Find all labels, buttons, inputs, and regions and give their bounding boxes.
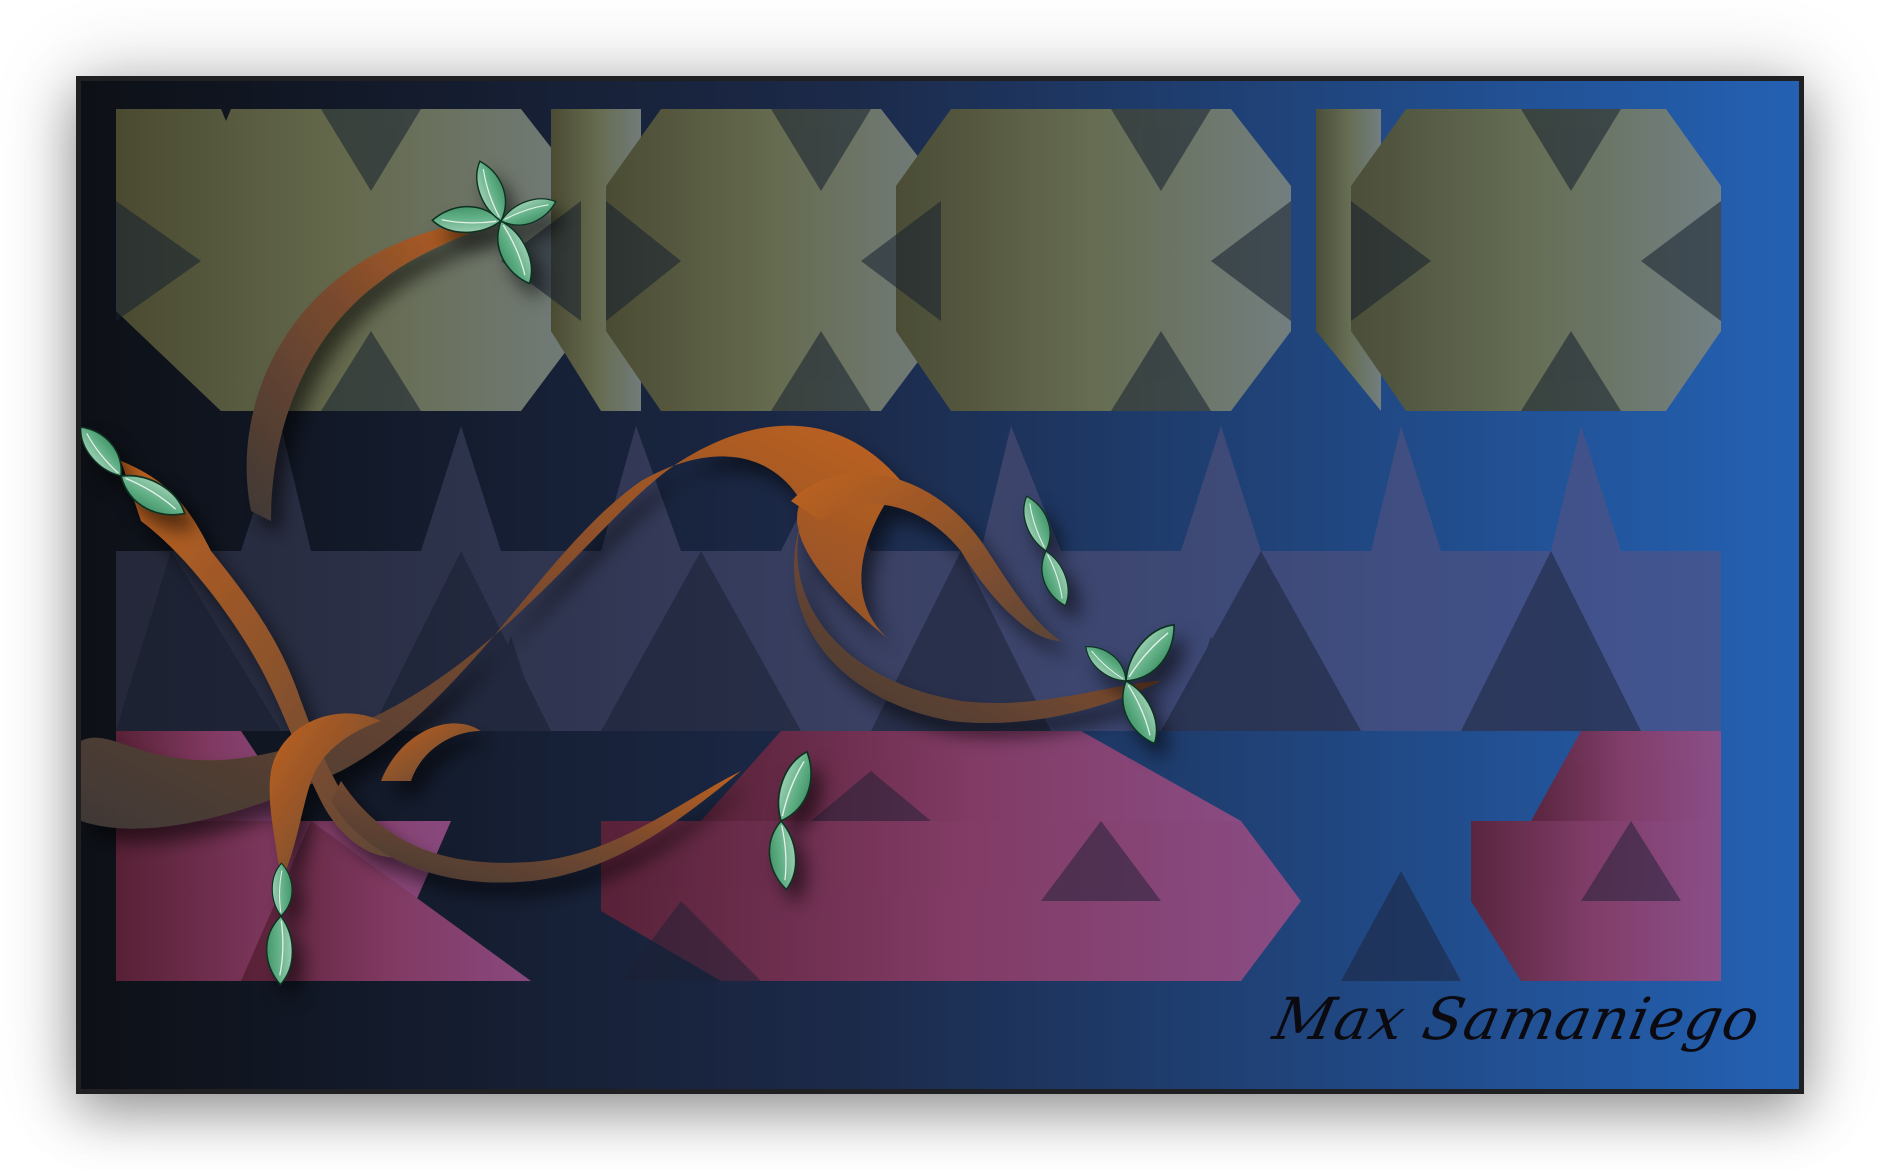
artist-signature: Max Samaniego — [1267, 985, 1767, 1053]
branch-main — [81, 425, 901, 829]
branch-top-stem — [246, 221, 501, 521]
branch-left-trunk — [121, 461, 421, 858]
pattern-band-middle — [116, 426, 1721, 731]
pattern-band-top — [116, 109, 1721, 411]
branch-small-hook — [269, 713, 381, 881]
pattern-band-bottom-stars — [621, 771, 1681, 981]
branch-bottom-curl — [331, 771, 741, 883]
pattern-band-middle-stars — [116, 551, 1641, 731]
branches — [81, 221, 1161, 883]
branch-right-hook — [381, 723, 481, 781]
artwork-frame: Max Samaniego — [76, 76, 1804, 1094]
artwork — [81, 81, 1799, 1089]
branch-upper-curl — [791, 473, 1061, 641]
pattern-band-top-stars — [116, 109, 1721, 411]
